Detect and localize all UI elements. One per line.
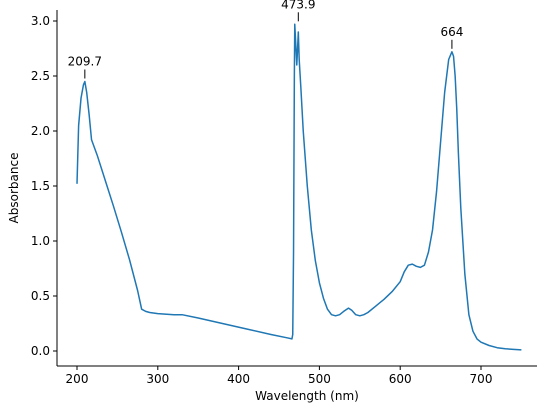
- y-axis-ticks: 0.0 0.5 1.0 1.5 2.0 2.5 3.0: [31, 14, 57, 358]
- y-tick-label: 0.5: [31, 289, 50, 303]
- peak-label: 664: [440, 25, 463, 39]
- y-axis-title: Absorbance: [7, 153, 21, 224]
- y-tick-label: 1.0: [31, 234, 50, 248]
- y-tick-label: 0.0: [31, 344, 50, 358]
- x-axis-title: Wavelength (nm): [255, 389, 359, 403]
- x-tick-label: 600: [389, 372, 412, 386]
- x-tick-label: 200: [66, 372, 89, 386]
- y-tick-label: 2.5: [31, 69, 50, 83]
- absorbance-line: [76, 23, 522, 351]
- y-tick-label: 1.5: [31, 179, 50, 193]
- x-tick-label: 700: [470, 372, 493, 386]
- x-tick-label: 300: [146, 372, 169, 386]
- x-tick-label: 500: [308, 372, 331, 386]
- axes: [56, 10, 537, 367]
- x-axis-ticks: 200 300 400 500 600 700: [66, 366, 493, 386]
- y-tick-label: 3.0: [31, 14, 50, 28]
- peak-annotations: 209.7 473.9 664: [68, 0, 463, 79]
- x-tick-label: 400: [227, 372, 250, 386]
- peak-label: 209.7: [68, 55, 102, 69]
- y-tick-label: 2.0: [31, 124, 50, 138]
- peak-label: 473.9: [281, 0, 315, 11]
